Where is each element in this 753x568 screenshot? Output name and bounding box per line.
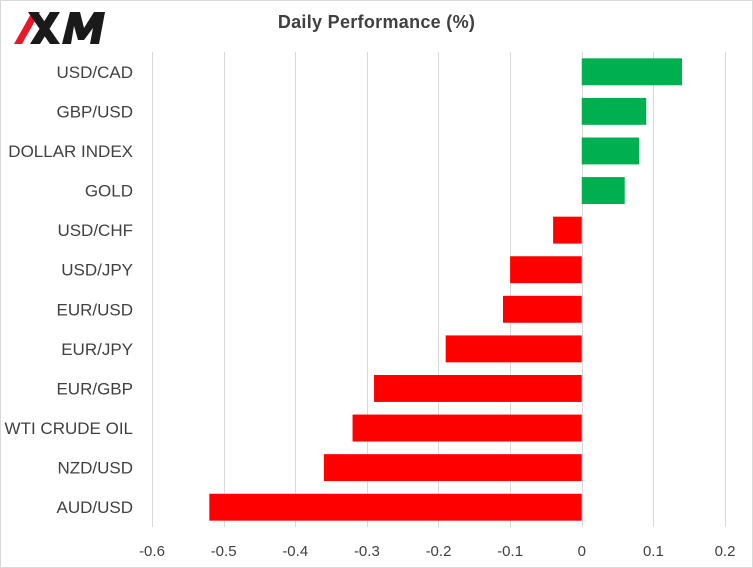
x-tick-label: 0 bbox=[578, 543, 586, 560]
bar-eur-jpy bbox=[445, 335, 582, 363]
x-tick-label: -0.2 bbox=[426, 543, 452, 560]
category-label: GOLD bbox=[85, 182, 133, 201]
x-tick-label: 0.2 bbox=[715, 543, 736, 560]
category-label: AUD/USD bbox=[56, 498, 133, 517]
bar-wti-crude-oil bbox=[352, 414, 582, 442]
category-label: GBP/USD bbox=[56, 102, 133, 121]
bar-eur-usd bbox=[502, 295, 582, 323]
x-tick-labels: -0.6 -0.5 -0.4 -0.3 -0.2 -0.1 0 0.1 0.2 bbox=[139, 543, 735, 560]
bar-usd-jpy bbox=[510, 256, 582, 284]
category-label: EUR/USD bbox=[56, 300, 133, 319]
xm-logo: XM bbox=[14, 12, 105, 44]
category-label: NZD/USD bbox=[57, 459, 133, 478]
bar-eur-gbp bbox=[374, 375, 582, 402]
bar-usd-chf bbox=[553, 216, 582, 244]
bar-gbp-usd bbox=[581, 97, 647, 125]
x-tick-label: -0.6 bbox=[139, 543, 165, 560]
logo-m-shape bbox=[62, 12, 105, 44]
gridlines bbox=[152, 52, 726, 527]
bar-usd-cad bbox=[581, 58, 683, 86]
x-tick-label: 0.1 bbox=[643, 543, 664, 560]
bar-gold bbox=[581, 177, 625, 204]
category-labels: USD/CAD GBP/USD DOLLAR INDEX GOLD USD/CHF USD… bbox=[5, 63, 133, 517]
chart-title: Daily Performance (%) bbox=[277, 12, 476, 32]
bar-nzd-usd bbox=[323, 454, 582, 482]
logo-x-stroke-b bbox=[30, 12, 60, 44]
x-tick-label: -0.4 bbox=[282, 543, 308, 560]
category-label: USD/JPY bbox=[61, 261, 133, 280]
category-label: WTI CRUDE OIL bbox=[5, 419, 133, 438]
x-tick-label: -0.1 bbox=[497, 543, 523, 560]
category-label: EUR/JPY bbox=[61, 340, 133, 359]
bars bbox=[209, 58, 683, 521]
x-tick-label: -0.3 bbox=[354, 543, 380, 560]
bar-dollar-index bbox=[581, 137, 640, 165]
category-label: EUR/GBP bbox=[56, 379, 133, 398]
category-label: USD/CHF bbox=[57, 221, 133, 240]
category-label: DOLLAR INDEX bbox=[8, 142, 133, 161]
x-tick-label: -0.5 bbox=[211, 543, 237, 560]
bar-aud-usd bbox=[209, 493, 582, 521]
category-label: USD/CAD bbox=[56, 63, 133, 82]
